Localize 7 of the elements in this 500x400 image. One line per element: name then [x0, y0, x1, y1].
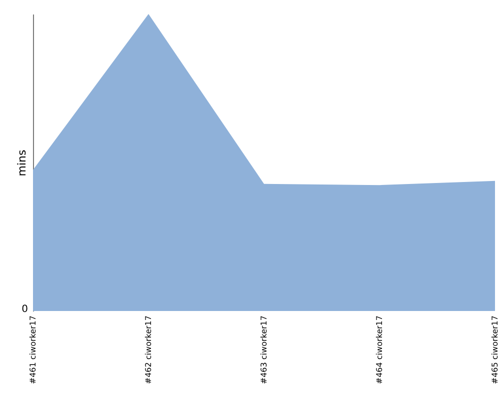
- x-tick-label: #463 ciworker17: [260, 316, 268, 384]
- y-axis-title: mins: [16, 150, 28, 176]
- x-tick-label: #464 ciworker17: [375, 316, 384, 384]
- x-tick-label: #462 ciworker17: [144, 316, 153, 384]
- annotation: 0: [20, 304, 28, 316]
- x-tick-label: #465 ciworker17: [490, 316, 500, 384]
- x-tick-label: #461 ciworker17: [28, 316, 38, 384]
